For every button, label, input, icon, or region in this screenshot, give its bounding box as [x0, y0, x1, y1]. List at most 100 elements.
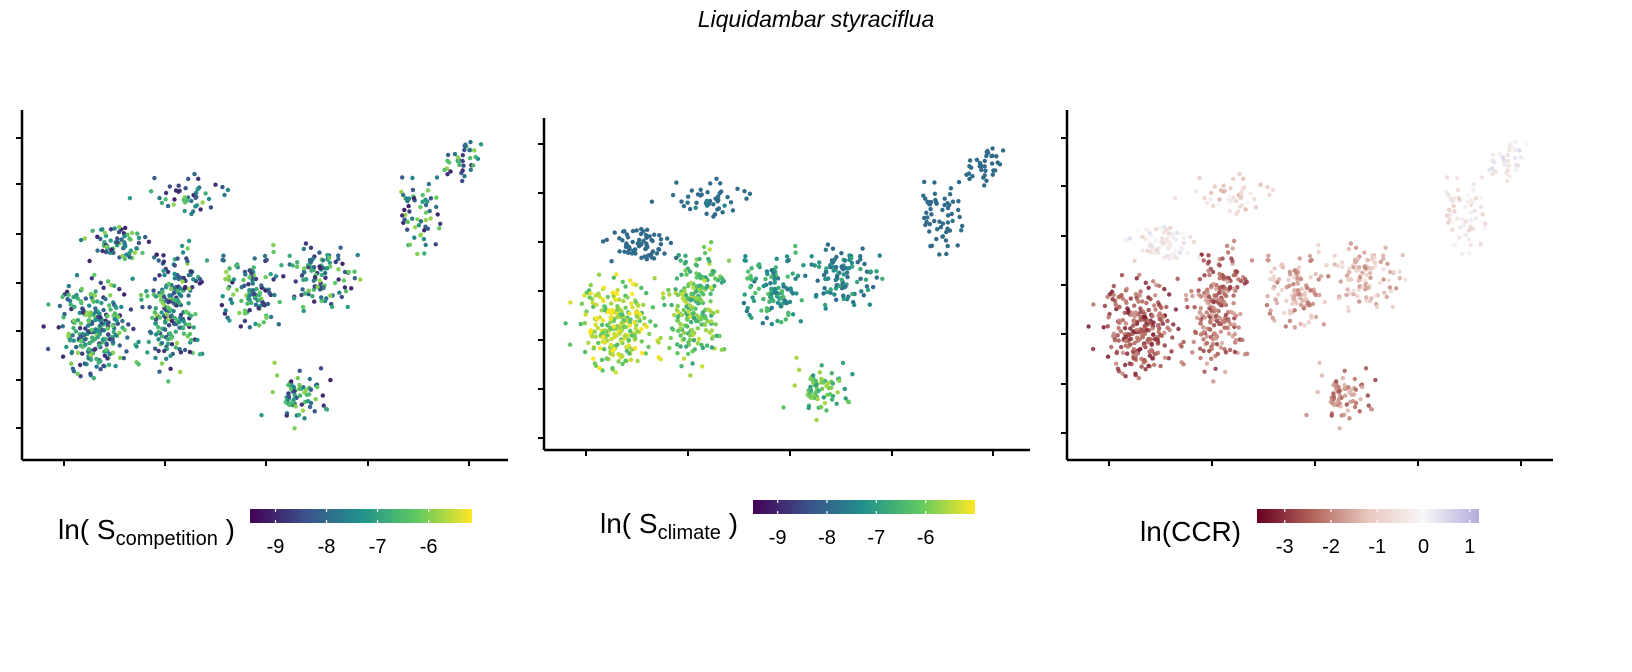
data-point	[318, 366, 324, 371]
data-point	[65, 297, 70, 302]
data-point	[660, 291, 666, 296]
data-point	[1342, 393, 1348, 398]
data-point	[945, 220, 951, 225]
data-point	[117, 355, 123, 360]
data-point	[343, 289, 349, 294]
data-point	[1313, 314, 1319, 320]
data-point	[634, 314, 639, 319]
data-point	[467, 148, 472, 153]
data-point	[101, 307, 106, 313]
data-point	[587, 330, 593, 335]
data-point	[615, 288, 620, 293]
data-point	[1228, 284, 1233, 290]
data-point	[234, 287, 240, 293]
data-point	[672, 312, 677, 318]
data-point	[94, 364, 99, 369]
data-point	[967, 158, 973, 163]
data-point	[1157, 311, 1163, 316]
data-point	[940, 207, 945, 213]
data-point	[837, 283, 842, 288]
data-point	[70, 333, 75, 338]
data-point	[614, 272, 619, 277]
data-point	[303, 241, 309, 246]
data-point	[115, 314, 121, 320]
data-point	[140, 304, 145, 310]
data-point	[742, 258, 747, 263]
data-point	[456, 158, 462, 164]
data-point	[1118, 329, 1124, 334]
data-point	[411, 196, 417, 201]
data-point	[1132, 314, 1138, 319]
data-point	[608, 320, 613, 325]
data-point	[1218, 188, 1224, 193]
data-point	[71, 369, 77, 374]
data-point	[61, 315, 66, 320]
data-point	[1497, 151, 1503, 157]
data-point	[720, 276, 725, 281]
data-point	[1344, 292, 1349, 298]
data-point	[638, 231, 644, 237]
data-point	[1204, 310, 1209, 315]
data-point	[1313, 271, 1318, 277]
data-point	[247, 287, 252, 293]
data-point	[80, 344, 86, 349]
data-point	[604, 356, 609, 361]
data-point	[162, 348, 167, 354]
data-point	[1165, 318, 1170, 324]
data-point	[645, 227, 650, 232]
data-point	[1332, 402, 1337, 408]
data-point	[221, 253, 226, 258]
legend-title-end: )	[217, 514, 235, 545]
data-point	[761, 283, 766, 289]
data-point	[622, 249, 627, 254]
data-point	[468, 139, 473, 145]
data-point	[96, 328, 102, 334]
data-point	[1463, 232, 1469, 237]
data-point	[86, 323, 91, 328]
data-point	[1193, 189, 1199, 194]
data-point	[658, 357, 663, 362]
data-point	[425, 199, 430, 204]
data-point	[112, 316, 117, 322]
data-point	[1212, 331, 1218, 336]
data-point	[131, 326, 136, 332]
data-point	[1362, 278, 1368, 283]
data-point	[1184, 297, 1189, 302]
data-point	[153, 355, 158, 361]
data-point	[1195, 315, 1200, 320]
data-point	[984, 178, 989, 183]
data-point	[1158, 304, 1163, 309]
data-point	[1381, 256, 1386, 262]
data-point	[1149, 244, 1154, 249]
data-point	[72, 304, 77, 310]
data-point	[641, 302, 646, 307]
data-point	[320, 393, 325, 398]
data-point	[709, 319, 714, 324]
data-point	[812, 263, 817, 268]
colorbar-tick-label: -6	[420, 536, 438, 558]
data-point	[1240, 187, 1245, 192]
data-point	[1490, 158, 1495, 163]
data-point	[610, 307, 615, 313]
data-point	[700, 345, 706, 351]
data-point	[99, 300, 104, 306]
data-point	[675, 328, 681, 334]
data-point	[1146, 307, 1151, 313]
data-point	[623, 358, 628, 363]
data-point	[342, 269, 348, 275]
data-point	[748, 273, 753, 279]
data-point	[717, 191, 722, 196]
data-point	[1505, 158, 1510, 164]
data-point	[1445, 175, 1450, 180]
data-point	[694, 275, 699, 280]
data-point	[324, 266, 330, 271]
data-point	[220, 257, 225, 263]
data-point	[460, 158, 465, 164]
data-point	[145, 293, 150, 299]
data-point	[151, 288, 156, 293]
data-point	[611, 324, 616, 329]
data-point	[811, 373, 816, 378]
data-point	[1119, 273, 1125, 278]
data-point	[779, 320, 784, 325]
data-point	[1292, 308, 1297, 313]
